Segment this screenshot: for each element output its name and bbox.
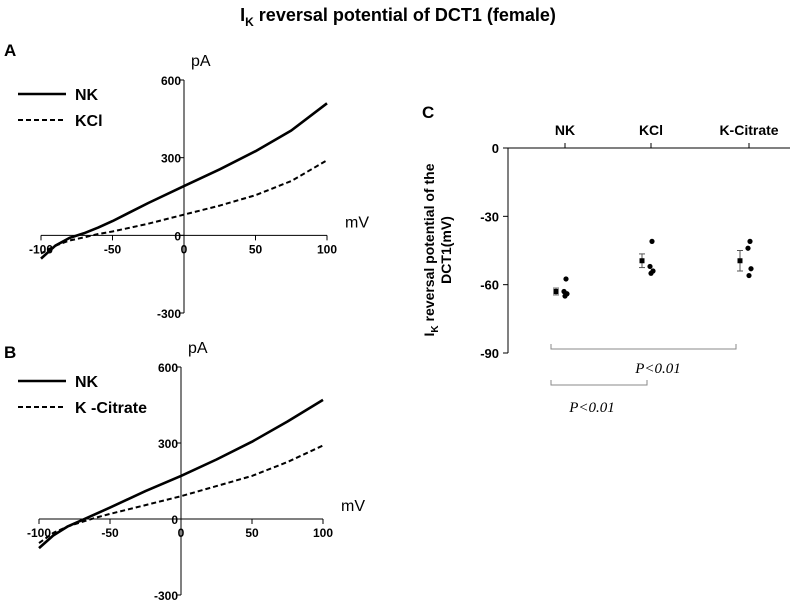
significance-bracket xyxy=(550,344,737,350)
x-tick-label: -50 xyxy=(101,526,119,540)
category-label: KCl xyxy=(639,122,663,138)
x-tick-label: 0 xyxy=(181,242,188,256)
data-point xyxy=(649,238,655,244)
y-tick-label: -30 xyxy=(480,209,499,224)
x-tick-label: 50 xyxy=(249,242,263,256)
y-tick-label: -300 xyxy=(154,589,178,602)
panel-a-legend: NK KCl xyxy=(18,87,103,130)
legend-kcitrate-label: K -Citrate xyxy=(75,400,147,417)
y-tick-label: 600 xyxy=(158,361,178,375)
x-tick-label: 100 xyxy=(317,242,337,256)
y-tick-label: 0 xyxy=(174,229,181,243)
panel-c-marks xyxy=(553,238,754,299)
panel-a-x-label: mV xyxy=(345,214,369,231)
legend-kcl-label: KCl xyxy=(75,113,103,130)
y-tick-label: 300 xyxy=(161,152,181,166)
panel-b-y-label: pA xyxy=(188,340,208,357)
panel-b-curves xyxy=(38,398,324,550)
panel-b-legend: NK K -Citrate xyxy=(18,374,147,417)
x-tick-label: 100 xyxy=(313,526,333,540)
x-tick-label: -100 xyxy=(27,526,51,540)
data-point xyxy=(747,238,753,244)
significance-label: P<0.01 xyxy=(634,361,681,377)
panel-c-scatter-plot: 0 -30 -60 -90 NK KCl K-Citrate P<0.01 P<0.01 IK… xyxy=(421,122,790,416)
series-line-0 xyxy=(38,398,324,550)
panel-b-label: B xyxy=(4,343,16,362)
data-point xyxy=(746,272,752,279)
panel-c-y-label: IK reversal potential of theDCT1(mV) xyxy=(421,163,454,336)
mean-marker xyxy=(737,258,743,264)
panel-a-y-label: pA xyxy=(191,53,211,70)
y-tick-label: 300 xyxy=(158,437,178,451)
series-line-0 xyxy=(40,102,328,260)
data-point xyxy=(563,276,569,282)
y-tick-label: -90 xyxy=(480,346,499,361)
x-tick-label: 50 xyxy=(245,526,259,540)
panel-c-significance: P<0.01 P<0.01 xyxy=(550,344,737,416)
series-line-1 xyxy=(40,159,328,255)
data-point xyxy=(745,245,751,251)
category-label: K-Citrate xyxy=(719,122,778,138)
panel-a-curves xyxy=(40,102,328,260)
x-tick-label: 0 xyxy=(178,526,185,540)
x-tick-label: -50 xyxy=(104,242,122,256)
category-label: NK xyxy=(555,122,575,138)
significance-label: P<0.01 xyxy=(568,400,615,416)
panel-b-x-label: mV xyxy=(341,498,365,515)
panel-b-iv-plot: -100 -50 0 50 100 -300 0 300 600 NK K -Citrate m… xyxy=(18,340,365,602)
y-tick-label: -300 xyxy=(157,307,181,321)
y-tick-label: 0 xyxy=(171,513,178,527)
panel-c-axes: 0 -30 -60 -90 NK KCl K-Citrate xyxy=(480,122,790,361)
data-point xyxy=(562,293,568,299)
mean-marker xyxy=(639,258,645,264)
significance-bracket xyxy=(550,380,648,386)
panel-a-label: A xyxy=(4,41,16,60)
panel-c-label: C xyxy=(422,103,434,122)
data-point xyxy=(647,263,653,270)
data-point xyxy=(748,266,754,272)
mean-marker xyxy=(553,289,559,294)
legend-nk-label: NK xyxy=(75,374,99,391)
data-point xyxy=(648,270,654,276)
figure-title: IK reversal potential of DCT1 (female) xyxy=(240,5,556,29)
y-tick-label: 0 xyxy=(492,141,499,156)
y-tick-label: -60 xyxy=(480,278,499,293)
y-tick-label: 600 xyxy=(161,74,181,88)
panel-b-axes: -100 -50 0 50 100 -300 0 300 600 xyxy=(27,361,333,602)
legend-nk-label: NK xyxy=(75,87,99,104)
